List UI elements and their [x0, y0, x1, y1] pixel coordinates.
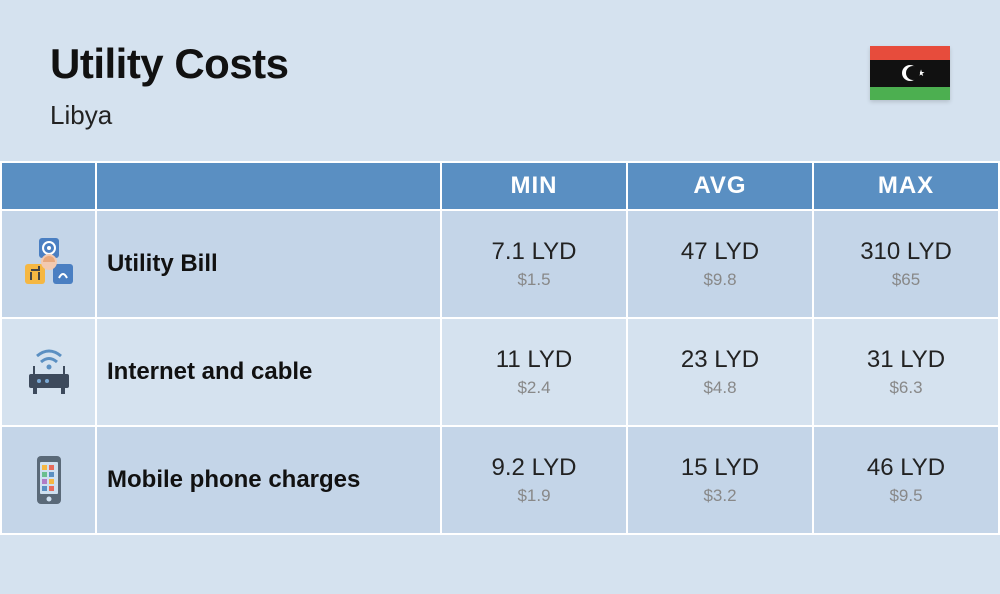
- secondary-value: $6.3: [814, 378, 998, 398]
- libya-flag-icon: ★: [870, 46, 950, 100]
- secondary-value: $3.2: [628, 486, 812, 506]
- primary-value: 47 LYD: [628, 238, 812, 266]
- utility-icon: [1, 210, 96, 318]
- secondary-value: $4.8: [628, 378, 812, 398]
- page-subtitle: Libya: [50, 100, 289, 131]
- cell-avg: 47 LYD $9.8: [627, 210, 813, 318]
- cell-max: 310 LYD $65: [813, 210, 999, 318]
- primary-value: 310 LYD: [814, 238, 998, 266]
- primary-value: 31 LYD: [814, 346, 998, 374]
- row-label: Mobile phone charges: [96, 426, 441, 534]
- secondary-value: $65: [814, 270, 998, 290]
- page-title: Utility Costs: [50, 40, 289, 88]
- table-row: Utility Bill 7.1 LYD $1.5 47 LYD $9.8 31…: [1, 210, 999, 318]
- secondary-value: $2.4: [442, 378, 626, 398]
- primary-value: 15 LYD: [628, 454, 812, 482]
- router-icon: [1, 318, 96, 426]
- secondary-value: $9.8: [628, 270, 812, 290]
- cell-min: 7.1 LYD $1.5: [441, 210, 627, 318]
- primary-value: 9.2 LYD: [442, 454, 626, 482]
- header: Utility Costs Libya ★: [0, 0, 1000, 161]
- phone-icon: [1, 426, 96, 534]
- cell-avg: 15 LYD $3.2: [627, 426, 813, 534]
- table-row: Internet and cable 11 LYD $2.4 23 LYD $4…: [1, 318, 999, 426]
- col-min: MIN: [441, 162, 627, 210]
- cell-max: 46 LYD $9.5: [813, 426, 999, 534]
- primary-value: 23 LYD: [628, 346, 812, 374]
- cell-avg: 23 LYD $4.8: [627, 318, 813, 426]
- secondary-value: $1.5: [442, 270, 626, 290]
- cell-min: 11 LYD $2.4: [441, 318, 627, 426]
- secondary-value: $9.5: [814, 486, 998, 506]
- title-block: Utility Costs Libya: [50, 40, 289, 131]
- col-label: [96, 162, 441, 210]
- secondary-value: $1.9: [442, 486, 626, 506]
- col-avg: AVG: [627, 162, 813, 210]
- row-label: Utility Bill: [96, 210, 441, 318]
- primary-value: 46 LYD: [814, 454, 998, 482]
- row-label: Internet and cable: [96, 318, 441, 426]
- costs-table: MIN AVG MAX Utility Bill: [0, 161, 1000, 535]
- col-icon: [1, 162, 96, 210]
- primary-value: 11 LYD: [442, 346, 626, 374]
- table-header-row: MIN AVG MAX: [1, 162, 999, 210]
- col-max: MAX: [813, 162, 999, 210]
- table-row: Mobile phone charges 9.2 LYD $1.9 15 LYD…: [1, 426, 999, 534]
- primary-value: 7.1 LYD: [442, 238, 626, 266]
- cell-max: 31 LYD $6.3: [813, 318, 999, 426]
- cell-min: 9.2 LYD $1.9: [441, 426, 627, 534]
